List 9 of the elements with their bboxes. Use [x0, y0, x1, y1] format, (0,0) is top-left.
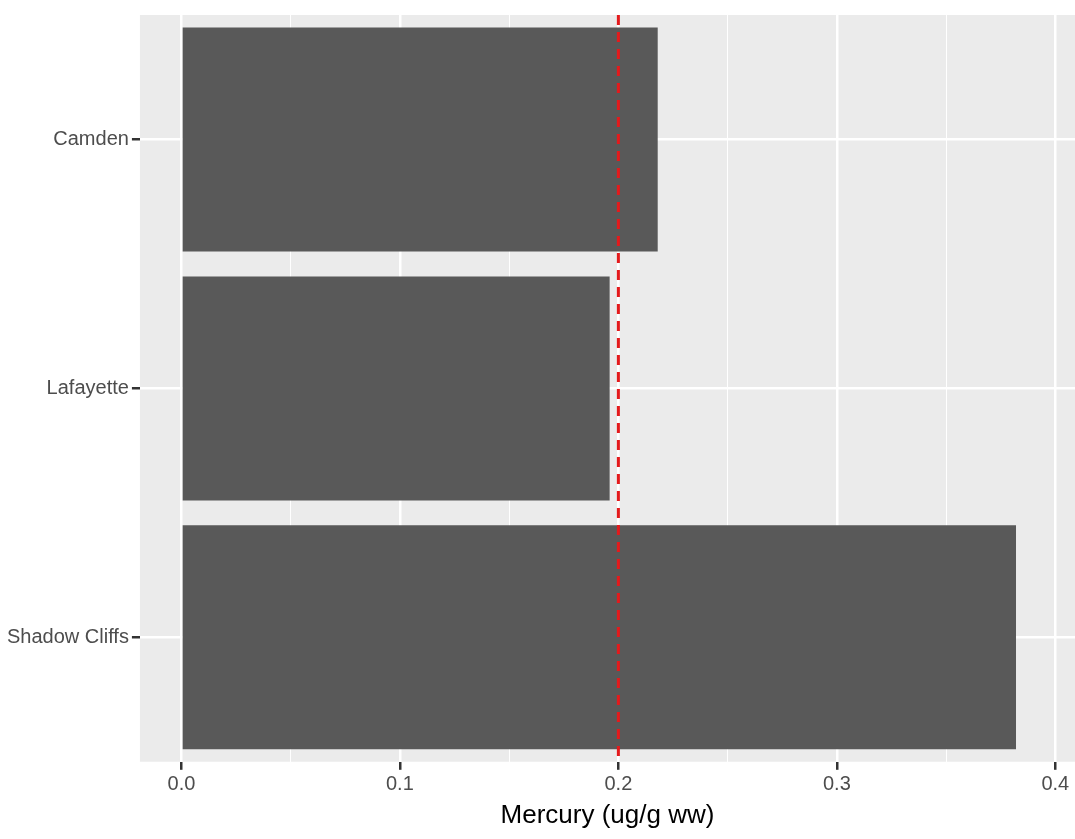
- x-tick-label: 0.1: [386, 772, 414, 795]
- x-tick-label: 0.4: [1041, 772, 1070, 795]
- x-axis-title: Mercury (ug/g ww): [500, 798, 715, 829]
- y-tick-label: Camden: [53, 126, 129, 149]
- y-tick-label: Shadow Cliffs: [6, 624, 129, 647]
- x-tick-label: 0.3: [822, 772, 851, 795]
- x-tick-label: 0.2: [604, 772, 633, 795]
- x-tick-label: 0.0: [167, 772, 196, 795]
- y-tick-label: Lafayette: [46, 375, 129, 398]
